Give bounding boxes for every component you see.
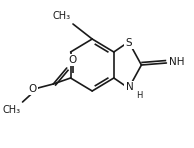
Text: CH₃: CH₃ <box>53 11 71 21</box>
Text: CH₃: CH₃ <box>3 105 21 115</box>
Text: H: H <box>136 91 143 100</box>
Text: NH: NH <box>169 57 185 67</box>
Text: O: O <box>69 55 77 65</box>
Text: S: S <box>125 38 132 48</box>
Text: O: O <box>29 84 37 94</box>
Text: N: N <box>126 82 133 92</box>
